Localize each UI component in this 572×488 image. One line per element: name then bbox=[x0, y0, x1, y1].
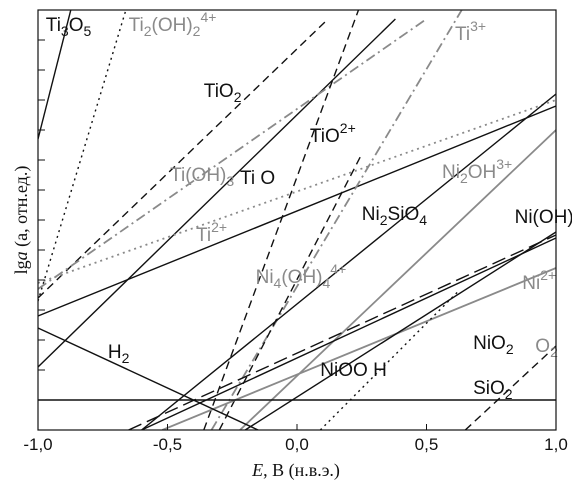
species-label-11: Ni(OH)2 bbox=[515, 207, 572, 231]
series-line-19 bbox=[38, 327, 259, 430]
x-axis-label: E, В (н.в.э.) bbox=[251, 460, 340, 481]
species-label-16: O2 bbox=[535, 336, 558, 360]
species-label-18: SiO2 bbox=[473, 378, 513, 402]
series-line-7 bbox=[38, 105, 556, 317]
series-line-9 bbox=[210, 10, 463, 430]
series-line-18 bbox=[464, 345, 556, 430]
species-label-4: TiO2 bbox=[204, 81, 242, 105]
series-line-3 bbox=[38, 18, 329, 299]
species-label-3: Ti3+ bbox=[455, 18, 486, 45]
series-line-12 bbox=[239, 129, 556, 430]
series-line-17 bbox=[319, 291, 459, 430]
species-label-9: Ti2+ bbox=[196, 219, 227, 246]
series-line-16 bbox=[244, 231, 556, 430]
species-label-15: NiO2 bbox=[473, 333, 514, 357]
series-layer bbox=[38, 10, 556, 430]
species-label-7: Ti O bbox=[240, 168, 275, 189]
series-line-5 bbox=[38, 18, 428, 290]
x-tick-label: 1,0 bbox=[544, 435, 568, 454]
species-label-8: Ni2OH3+ bbox=[442, 156, 512, 186]
series-line-1 bbox=[38, 10, 72, 140]
series-line-4 bbox=[38, 18, 396, 368]
series-line-14 bbox=[141, 237, 556, 430]
species-label-17: NiOO H bbox=[320, 360, 387, 381]
x-tick-label: 0,0 bbox=[285, 435, 309, 454]
species-label-5: TiO2+ bbox=[310, 120, 356, 147]
plot-area bbox=[38, 10, 556, 430]
species-label-2: Ti2(OH)24+ bbox=[129, 9, 217, 39]
species-label-12: Ni4(OH)44+ bbox=[256, 261, 347, 291]
species-label-10: Ni2SiO4 bbox=[362, 204, 427, 228]
series-line-15 bbox=[161, 267, 556, 430]
species-label-13: Ni2+ bbox=[522, 267, 556, 294]
species-labels: Ti3O5 Ti2(OH)24+ Ti3+ TiO2 TiO2+ Ti(OH)3 Ti O N… bbox=[46, 9, 572, 402]
x-tick-label: -1,0 bbox=[23, 435, 52, 454]
species-label-6: Ti(OH)3 bbox=[170, 165, 234, 189]
x-tick-label: -0,5 bbox=[153, 435, 182, 454]
series-line-8 bbox=[203, 10, 360, 430]
species-label-14: H2 bbox=[108, 342, 130, 366]
species-label-1: Ti3O5 bbox=[46, 15, 92, 39]
x-tick-label: 0,5 bbox=[415, 435, 439, 454]
y-axis-label: lga (a, отн.ед.) bbox=[11, 166, 32, 275]
series-line-6 bbox=[38, 99, 556, 284]
series-line-2 bbox=[38, 10, 127, 302]
series-line-13 bbox=[128, 234, 556, 430]
axes: -1,0 -0,5 0,0 0,5 1,0 bbox=[23, 9, 568, 454]
series-line-11 bbox=[141, 93, 556, 430]
